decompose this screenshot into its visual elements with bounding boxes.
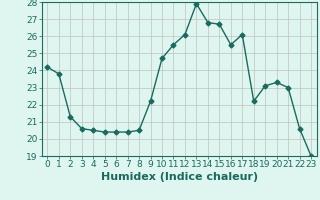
- X-axis label: Humidex (Indice chaleur): Humidex (Indice chaleur): [100, 172, 258, 182]
